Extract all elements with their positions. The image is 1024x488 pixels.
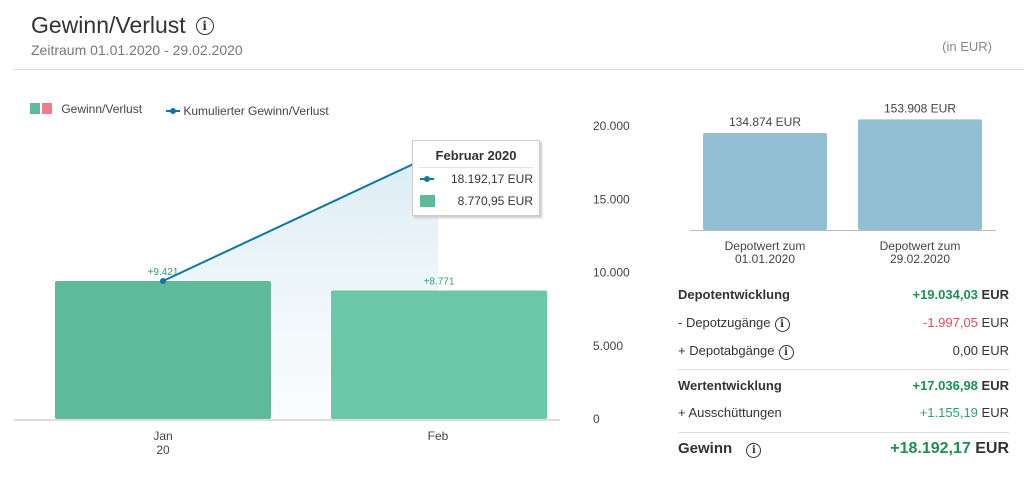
divider <box>678 369 1009 370</box>
legend-bars-label: Gewinn/Verlust <box>61 102 143 116</box>
loss-swatch-icon <box>42 103 52 114</box>
currency-unit: (in EUR) <box>942 39 992 54</box>
line-marker-icon <box>420 176 434 182</box>
label: Wertentwicklung <box>678 378 782 393</box>
value: +18.192,17 <box>890 440 971 457</box>
currency: EUR <box>981 378 1009 393</box>
label: Depotentwicklung <box>678 287 790 302</box>
depot-caption: Depotwert zum <box>725 239 806 253</box>
value: +1.155,19 <box>919 405 978 420</box>
currency: EUR <box>981 405 1009 420</box>
value: +19.034,03 <box>912 287 978 302</box>
cumulative-line <box>162 151 439 282</box>
summary-depotentwicklung: Depotentwicklung +19.034,03 EUR <box>678 287 1009 302</box>
bar-0 <box>55 280 271 419</box>
info-icon[interactable]: i <box>746 443 762 458</box>
depot-bar-1 <box>858 119 982 230</box>
depot-bar-0 <box>703 133 827 230</box>
bar-1 <box>331 290 547 419</box>
divider <box>678 432 1009 433</box>
value: -1.997,05 <box>922 315 978 330</box>
bar-label: +9.421 <box>148 267 179 278</box>
value: 0,00 EUR <box>952 343 1009 358</box>
currency: EUR <box>981 315 1009 330</box>
y-tick-label: 20.000 <box>593 119 630 133</box>
line-marker-icon <box>166 108 180 114</box>
legend-line-label: Kumulierter Gewinn/Verlust <box>183 104 329 118</box>
page-title: Gewinn/Verlust i <box>31 12 214 39</box>
tooltip-line-value: 18.192,17 EUR <box>450 172 533 186</box>
tooltip-title: Februar 2020 <box>419 148 533 168</box>
depot-caption: Depotwert zum <box>880 239 961 253</box>
info-icon[interactable]: i <box>778 345 794 360</box>
bar-swatch-icon <box>420 195 435 207</box>
x-tick-label: Feb <box>428 429 449 443</box>
summary-depotzugaenge: - Depotzugänge i -1.997,05 EUR <box>678 315 1009 332</box>
legend-line[interactable]: Kumulierter Gewinn/Verlust <box>166 104 329 118</box>
title-text: Gewinn/Verlust <box>31 12 186 38</box>
depot-bar-label: 134.874 EUR <box>729 115 801 129</box>
label: - Depotzugänge <box>678 315 771 330</box>
y-tick-label: 10.000 <box>593 266 630 280</box>
bar-label: +8.771 <box>424 277 455 288</box>
chart-tooltip: Februar 2020 18.192,17 EUR 8.770,95 EUR <box>412 140 540 216</box>
currency: EUR <box>975 440 1009 457</box>
depot-caption: 29.02.2020 <box>890 252 950 266</box>
label: + Ausschüttungen <box>678 405 782 420</box>
depot-bar-label: 153.908 EUR <box>884 101 956 115</box>
x-tick-label: Jan <box>153 429 172 443</box>
label: + Depotabgänge <box>678 343 775 358</box>
currency: EUR <box>981 287 1009 302</box>
x-tick-label: 20 <box>156 443 170 457</box>
summary-wertentwicklung: Wertentwicklung +17.036,98 EUR <box>678 378 1009 393</box>
summary-ausschuettungen: + Ausschüttungen +1.155,19 EUR <box>678 405 1009 420</box>
period-subtitle: Zeitraum 01.01.2020 - 29.02.2020 <box>31 42 243 58</box>
summary-gewinn: Gewinn i +18.192,17 EUR <box>678 440 1009 458</box>
info-icon[interactable]: i <box>195 17 214 35</box>
divider <box>14 69 1024 70</box>
tooltip-bar-value: 8.770,95 EUR <box>457 194 533 208</box>
depot-caption: 01.01.2020 <box>735 252 795 266</box>
info-icon[interactable]: i <box>774 317 790 332</box>
y-tick-label: 0 <box>593 412 600 426</box>
line-point <box>160 277 166 284</box>
legend-bars[interactable]: Gewinn/Verlust <box>30 102 142 116</box>
label: Gewinn <box>678 440 733 457</box>
y-tick-label: 5.000 <box>593 339 623 353</box>
summary-depotabgaenge: + Depotabgänge i 0,00 EUR <box>678 343 1009 360</box>
gain-swatch-icon <box>30 103 40 114</box>
y-tick-label: 15.000 <box>593 192 630 206</box>
value: +17.036,98 <box>912 378 978 393</box>
